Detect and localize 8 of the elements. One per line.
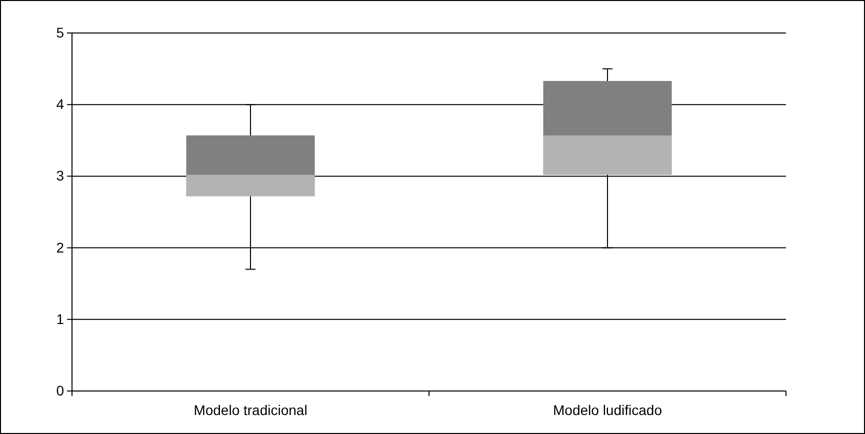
y-tick-label: 3 — [56, 168, 64, 184]
y-tick-label: 1 — [56, 310, 64, 327]
y-tick-label: 5 — [56, 24, 64, 40]
y-tick-label: 4 — [56, 96, 64, 112]
x-tick-label: Modelo tradicional — [194, 402, 308, 418]
y-tick-label: 0 — [56, 382, 64, 398]
x-tick-label: Modelo ludificado — [553, 402, 662, 418]
y-tick-label: 2 — [56, 239, 64, 256]
